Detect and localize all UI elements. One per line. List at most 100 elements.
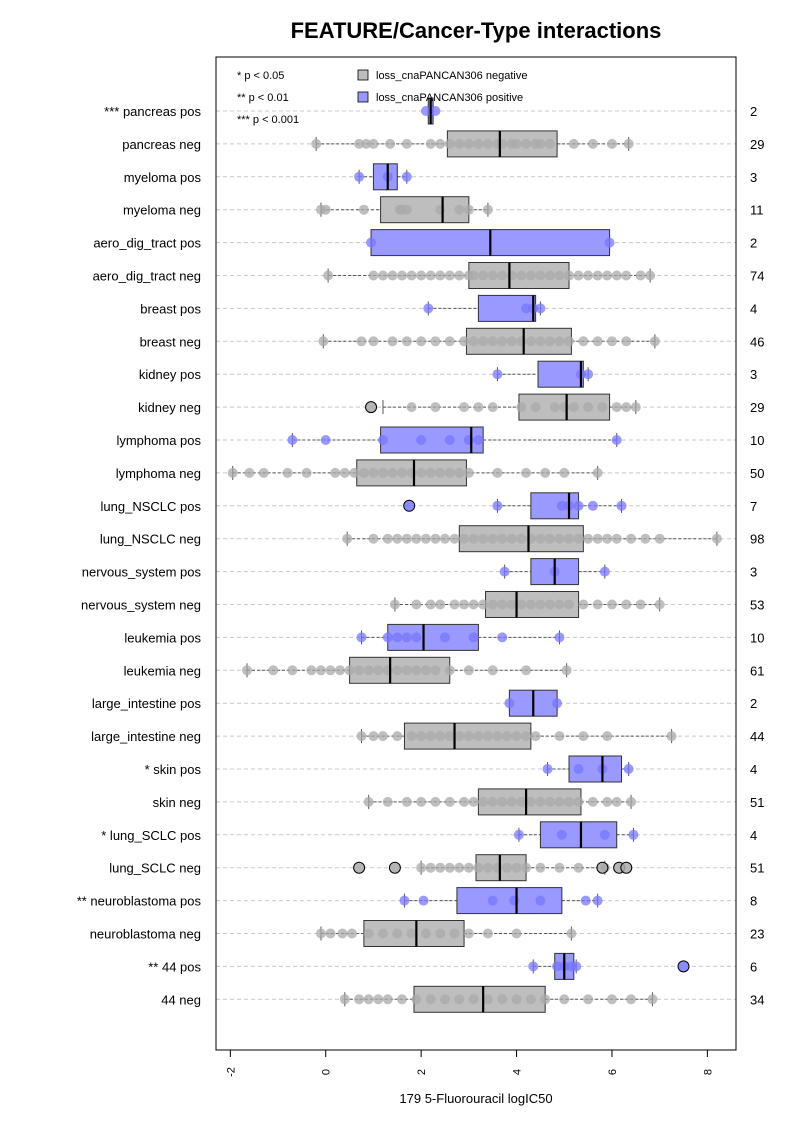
row-count: 3: [750, 170, 757, 185]
data-point: [416, 731, 427, 742]
data-point: [301, 467, 312, 478]
x-tick-label: 6: [607, 1069, 619, 1075]
data-point: [406, 270, 417, 281]
outlier-point: [365, 401, 378, 414]
data-point: [354, 171, 365, 182]
data-point: [406, 928, 417, 939]
data-point: [354, 665, 365, 676]
data-point: [482, 731, 493, 742]
row-count: 29: [750, 137, 764, 152]
data-point: [454, 138, 465, 149]
data-point: [530, 731, 541, 742]
data-point: [621, 270, 632, 281]
data-point: [482, 862, 493, 873]
data-point: [459, 796, 470, 807]
box-group: [504, 689, 563, 717]
data-point: [387, 467, 398, 478]
data-point: [444, 138, 455, 149]
row-count: 51: [750, 861, 764, 876]
data-point: [425, 599, 436, 610]
box-group: [499, 558, 610, 586]
row-label: neuroblastoma neg: [90, 927, 201, 942]
data-point: [611, 270, 622, 281]
data-point: [521, 665, 532, 676]
row-count: 50: [750, 466, 764, 481]
data-point: [606, 138, 617, 149]
data-point: [578, 599, 589, 610]
row-count: 4: [750, 301, 757, 316]
data-point: [535, 533, 546, 544]
box-group: [366, 229, 615, 257]
data-point: [478, 270, 489, 281]
row-count: 11: [750, 203, 764, 218]
data-point: [435, 204, 446, 215]
data-point: [506, 270, 517, 281]
legend-label-negative: loss_cnaPANCAN306 negative: [376, 70, 527, 82]
data-point: [559, 994, 570, 1005]
data-point: [525, 336, 536, 347]
data-point: [573, 533, 584, 544]
data-point: [592, 599, 603, 610]
data-point: [382, 796, 393, 807]
data-point: [268, 665, 279, 676]
data-point: [454, 862, 465, 873]
row-count: 8: [750, 894, 757, 909]
data-point: [430, 106, 441, 116]
data-point: [401, 171, 412, 182]
data-point: [666, 731, 677, 742]
data-point: [583, 369, 594, 380]
row-count: 4: [750, 828, 757, 843]
data-point: [506, 796, 517, 807]
data-point: [468, 599, 479, 610]
data-point: [244, 467, 255, 478]
data-point: [587, 500, 598, 511]
data-point: [420, 106, 431, 116]
row-count: 46: [750, 334, 764, 349]
data-point: [482, 138, 493, 149]
data-point: [454, 731, 465, 742]
box-group: [311, 130, 634, 158]
data-point: [544, 336, 555, 347]
data-point: [425, 862, 436, 873]
data-point: [416, 467, 427, 478]
box-group: [399, 887, 603, 915]
data-point: [544, 599, 555, 610]
data-point: [468, 994, 479, 1005]
data-point: [449, 533, 460, 544]
data-point: [392, 665, 403, 676]
data-point: [425, 270, 436, 281]
data-point: [356, 731, 367, 742]
data-point: [463, 435, 474, 445]
data-point: [363, 994, 374, 1005]
data-point: [571, 961, 582, 972]
data-point: [389, 599, 400, 610]
box-group: [389, 591, 665, 618]
data-point: [521, 467, 532, 478]
box-group: [353, 854, 633, 882]
data-point: [397, 994, 408, 1005]
data-point: [580, 895, 591, 906]
data-point: [411, 665, 422, 676]
box-group: [356, 722, 677, 750]
data-point: [416, 796, 427, 807]
data-point: [554, 270, 565, 281]
box-group: [315, 196, 493, 224]
data-point: [635, 599, 646, 610]
data-point: [411, 632, 422, 643]
data-point: [463, 467, 474, 478]
x-axis-label: 179 5-Fluorouracil logIC50: [399, 1091, 552, 1106]
data-point: [630, 402, 641, 413]
row-count: 51: [750, 795, 764, 810]
data-point: [535, 895, 546, 906]
data-point: [525, 270, 536, 281]
row-count: 98: [750, 532, 764, 547]
data-point: [647, 994, 658, 1005]
data-point: [444, 336, 455, 347]
data-point: [549, 402, 560, 413]
data-point: [339, 994, 350, 1005]
data-point: [406, 402, 417, 413]
data-point: [363, 665, 374, 676]
data-point: [416, 270, 427, 281]
data-point: [597, 402, 608, 413]
